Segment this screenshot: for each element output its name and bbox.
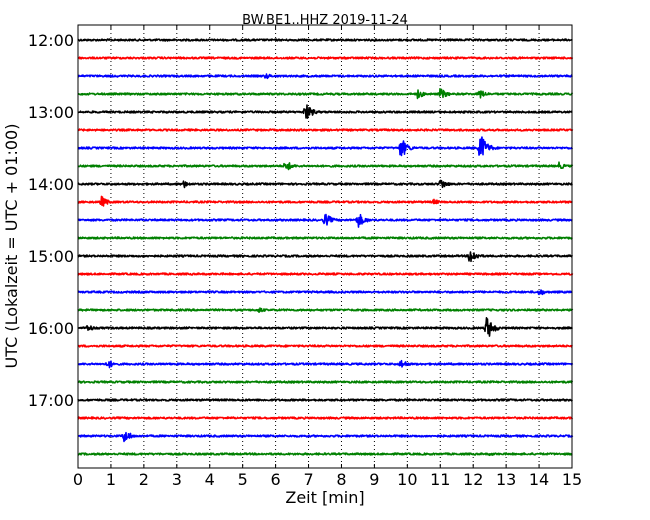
chart-title: BW.BE1..HHZ 2019-11-24 <box>242 13 408 28</box>
x-tick-label: 12 <box>463 470 483 489</box>
trace-1400 <box>77 179 573 189</box>
y-tick-label: 12:00 <box>28 31 74 50</box>
trace-1430 <box>77 213 573 228</box>
trace-1330 <box>77 136 574 157</box>
trace-1700 <box>77 398 573 402</box>
trace-1500 <box>77 251 573 263</box>
trace-1600 <box>77 316 573 337</box>
y-tick-label: 14:00 <box>28 175 74 194</box>
trace-1245 <box>77 88 574 100</box>
trace-1345 <box>77 161 574 171</box>
trace-1215 <box>77 56 574 60</box>
x-tick-label: 13 <box>496 470 516 489</box>
x-tick-label: 0 <box>73 470 83 489</box>
x-tick-label: 14 <box>529 470 549 489</box>
x-tick-label: 11 <box>430 470 450 489</box>
trace-1715 <box>77 416 574 420</box>
x-tick-label: 5 <box>238 470 248 489</box>
trace-1445 <box>77 236 573 240</box>
trace-1545 <box>77 307 574 314</box>
plot-frame <box>77 24 573 469</box>
trace-1515 <box>77 272 574 276</box>
x-tick-label: 9 <box>369 470 379 489</box>
trace-1530 <box>77 289 573 296</box>
y-tick-label: 13:00 <box>28 103 74 122</box>
x-tick-label: 6 <box>271 470 281 489</box>
y-axis-label: UTC (Lokalzeit = UTC + 01:00) <box>2 124 21 369</box>
x-axis-label: Zeit [min] <box>285 488 364 507</box>
trace-1645 <box>77 380 574 384</box>
x-tick-label: 3 <box>172 470 182 489</box>
trace-1415 <box>77 195 573 207</box>
y-tick-label: 17:00 <box>28 391 74 410</box>
trace-1730 <box>77 431 574 443</box>
trace-1300 <box>77 104 573 119</box>
trace-layer <box>77 38 574 457</box>
x-tick-label: 10 <box>397 470 417 489</box>
trace-1745 <box>77 452 573 457</box>
x-tick-label: 4 <box>205 470 215 489</box>
trace-1630 <box>77 359 574 369</box>
tick-layer: 0 1 2 3 4 5 6 7 8 9 10 11 12 13 14 1512:0013:0014:0015:… <box>28 25 582 489</box>
trace-1230 <box>77 73 573 80</box>
x-tick-label: 8 <box>336 470 346 489</box>
x-tick-label: 2 <box>139 470 149 489</box>
x-tick-label: 7 <box>303 470 313 489</box>
x-tick-label: 1 <box>106 470 116 489</box>
trace-1615 <box>77 344 573 348</box>
y-tick-label: 15:00 <box>28 247 74 266</box>
x-tick-label: 15 <box>562 470 582 489</box>
trace-1200 <box>77 38 573 42</box>
y-tick-label: 16:00 <box>28 319 74 338</box>
trace-1315 <box>77 128 574 132</box>
